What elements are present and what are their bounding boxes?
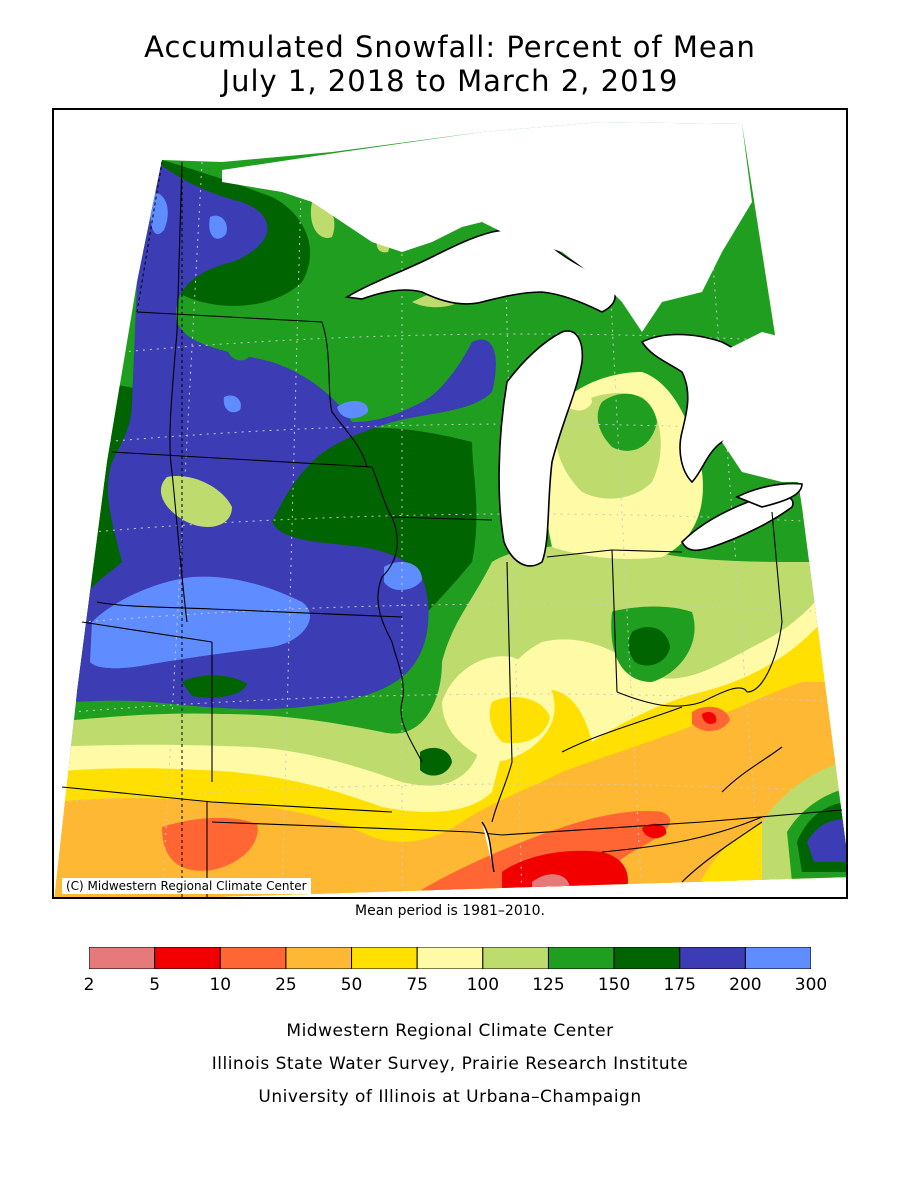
map-title: Accumulated Snowfall: Percent of Mean [144, 30, 756, 64]
shade-10-25 [162, 817, 258, 871]
outside-domain-canada [222, 122, 752, 332]
map-canvas [54, 122, 846, 897]
legend-swatch [613, 947, 681, 969]
river [481, 821, 495, 873]
legend-tick-label: 5 [149, 975, 161, 995]
legend-swatch [416, 947, 484, 969]
legend-swatch [154, 947, 221, 969]
lake-erie [681, 494, 794, 552]
mean-period-note: Mean period is 1981–2010. [355, 903, 545, 919]
legend-tick-label: 125 [532, 975, 565, 995]
legend-bar [89, 947, 811, 969]
legend-swatch [547, 947, 615, 969]
shade-25-50 [54, 682, 846, 897]
legend-tick-label: 2 [83, 975, 95, 995]
credit-organization: Midwestern Regional Climate Center [286, 1021, 614, 1041]
legend-tick-label: 150 [597, 975, 631, 995]
credit-university: University of Illinois at Urbana–Champai… [258, 1087, 642, 1107]
legend-tick-label: 100 [466, 975, 500, 995]
legend-swatch [482, 947, 549, 969]
credit-survey: Illinois State Water Survey, Prairie Res… [211, 1054, 689, 1074]
legend-swatch [351, 947, 418, 969]
legend-tick-label: 25 [275, 975, 297, 995]
map-subtitle: July 1, 2018 to March 2, 2019 [221, 64, 679, 98]
legend-tick-label: 200 [729, 975, 762, 995]
shade-200-300 [90, 576, 311, 669]
color-legend [89, 947, 811, 969]
legend-swatch [285, 947, 353, 969]
national-border [136, 161, 163, 313]
legend-tick-label: 10 [209, 975, 232, 995]
legend-swatch [219, 947, 287, 969]
lake-ontario [735, 482, 803, 508]
legend-tick-label: 175 [663, 975, 696, 995]
legend-ticks: 2 5 10 25 50 75 100 125 150 175 200 300 [84, 975, 828, 999]
legend-swatch [89, 947, 156, 969]
legend-swatch [679, 947, 746, 969]
state-borders [61, 161, 843, 897]
legend-tick-label: 75 [406, 975, 428, 995]
snowfall-map: (C) Midwestern Regional Climate Center [52, 108, 848, 899]
copyright-label: (C) Midwestern Regional Climate Center [62, 878, 311, 894]
legend-swatch [744, 947, 811, 969]
legend-tick-label: 300 [794, 975, 828, 995]
legend-tick-label: 50 [340, 975, 363, 995]
great-lakes [344, 229, 803, 567]
lake-michigan [498, 330, 584, 567]
